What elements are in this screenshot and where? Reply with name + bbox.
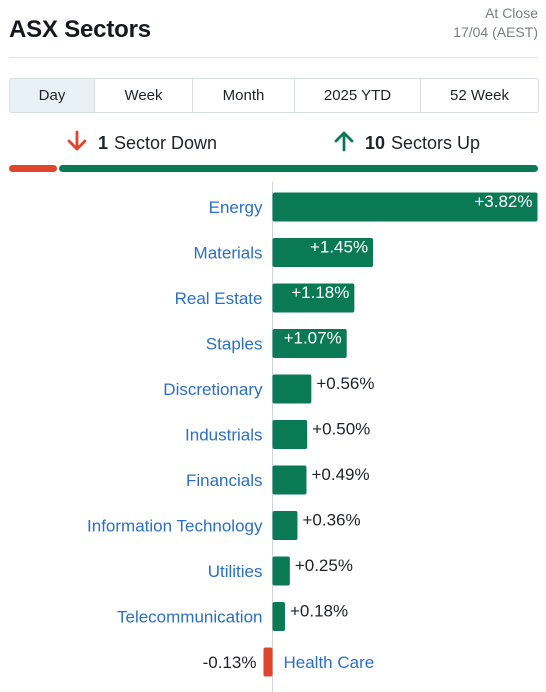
bar-real-estate[interactable] <box>272 283 355 313</box>
category-label-staples[interactable]: Staples <box>206 335 263 354</box>
category-label-energy[interactable]: Energy <box>209 198 263 217</box>
value-label-health-care: -0.13% <box>203 653 257 672</box>
page-title: ASX Sectors <box>9 16 151 43</box>
sectors-up-ratio-bar <box>58 165 538 172</box>
period-tabs: Day Week Month 2025 YTD 52 Week <box>9 78 539 113</box>
arrow-down-icon <box>66 129 98 158</box>
market-status-timestamp: 17/04 (AEST) <box>453 24 538 40</box>
sectors-down-ratio-bar <box>9 165 57 172</box>
header: ASX Sectors At Close 17/04 (AEST) <box>0 0 546 58</box>
sectors-up-summary: 10 Sectors Up <box>333 128 480 158</box>
bar-utilities[interactable] <box>272 556 290 586</box>
tab-2025-ytd[interactable]: 2025 YTD <box>294 79 420 112</box>
value-label-telecommunication: +0.18% <box>290 602 348 621</box>
category-label-industrials[interactable]: Industrials <box>185 426 262 445</box>
header-divider <box>9 57 539 58</box>
bar-financials[interactable] <box>272 465 307 495</box>
sectors-up-count: 10 <box>365 132 386 153</box>
bar-information-technology[interactable] <box>272 511 298 540</box>
sectors-up-label: Sectors Up <box>391 132 481 153</box>
value-label-financials: +0.49% <box>311 465 369 484</box>
category-label-materials[interactable]: Materials <box>194 244 263 263</box>
category-label-information-technology[interactable]: Information Technology <box>87 517 263 536</box>
value-label-discretionary: +0.56% <box>316 374 374 393</box>
bar-telecommunication[interactable] <box>272 602 285 631</box>
value-label-staples: +1.07% <box>284 329 342 348</box>
category-label-discretionary[interactable]: Discretionary <box>163 380 263 399</box>
category-label-financials[interactable]: Financials <box>186 471 263 490</box>
tab-52-week[interactable]: 52 Week <box>420 79 538 112</box>
sectors-down-count: 1 <box>98 132 109 153</box>
tab-month[interactable]: Month <box>192 79 294 112</box>
bar-energy[interactable] <box>272 192 538 222</box>
tab-day[interactable]: Day <box>10 79 94 112</box>
bar-industrials[interactable] <box>272 420 308 449</box>
category-label-real-estate[interactable]: Real Estate <box>175 289 263 308</box>
tab-week[interactable]: Week <box>94 79 192 112</box>
arrow-up-icon <box>333 129 365 158</box>
category-label-telecommunication[interactable]: Telecommunication <box>117 608 263 627</box>
value-label-industrials: +0.50% <box>312 420 370 439</box>
category-label-health-care[interactable]: Health Care <box>284 653 375 672</box>
bar-materials[interactable] <box>272 238 374 267</box>
value-label-real-estate: +1.18% <box>291 283 349 302</box>
bar-staples[interactable] <box>272 329 347 358</box>
sectors-down-label: Sector Down <box>114 132 218 153</box>
sectors-down-summary: 1 Sector Down <box>66 128 217 158</box>
sector-performance-chart: Energy +3.82% Materials +1.45% Real Estate +1… <box>87 182 538 692</box>
value-label-information-technology: +0.36% <box>302 511 360 530</box>
sector-summary: 1 Sector Down 10 Sectors Up <box>0 128 546 158</box>
bar-health-care[interactable] <box>263 647 273 677</box>
market-status: At Close 17/04 (AEST) <box>453 4 538 42</box>
value-label-materials: +1.45% <box>310 238 368 257</box>
market-status-label: At Close <box>485 5 538 21</box>
value-label-utilities: +0.25% <box>295 556 353 575</box>
category-label-utilities[interactable]: Utilities <box>208 562 263 581</box>
value-label-energy: +3.82% <box>474 192 532 211</box>
bar-discretionary[interactable] <box>272 374 312 404</box>
